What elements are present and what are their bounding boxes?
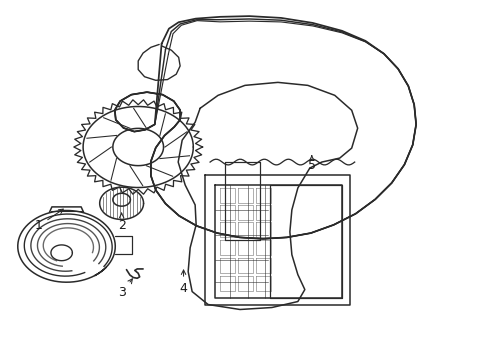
Text: 2: 2 — [118, 213, 125, 233]
Text: 4: 4 — [179, 270, 187, 295]
Text: 5: 5 — [307, 156, 315, 172]
Text: 3: 3 — [118, 279, 132, 300]
Text: 1: 1 — [35, 209, 63, 233]
